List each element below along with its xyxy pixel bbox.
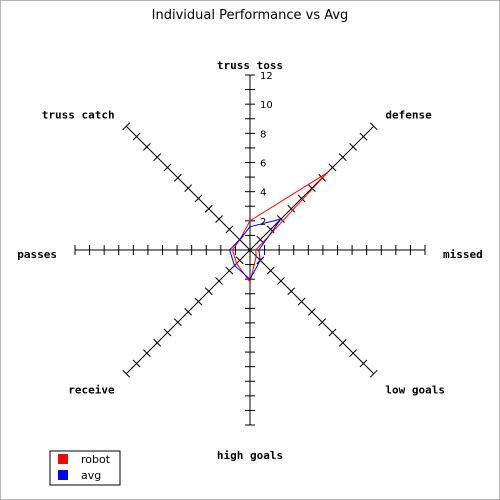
legend: robot avg	[49, 450, 121, 486]
axis-tick-defense-12	[369, 122, 378, 131]
axis-label-truss-catch: truss catch	[42, 109, 115, 122]
axis-label-high-goals: high goals	[217, 449, 283, 462]
axis-label-truss-toss: truss toss	[217, 59, 283, 72]
axis-tick-truss-catch-2	[225, 225, 234, 234]
axis-tick-low-goals-11	[359, 359, 368, 368]
axis-label-missed: missed	[443, 248, 483, 261]
r-tick-label-8: 8	[260, 129, 266, 140]
axis-tick-defense-5	[297, 194, 306, 203]
axis-tick-low-goals-2	[266, 266, 275, 275]
axis-tick-receive-9	[153, 338, 162, 347]
axis-tick-defense-10	[349, 142, 358, 151]
axis-tick-truss-catch-4	[204, 204, 213, 213]
axis-tick-truss-catch-9	[153, 153, 162, 162]
series-layer	[228, 171, 329, 284]
axis-tick-receive-8	[163, 328, 172, 337]
series-point-avg-low-goals	[259, 259, 262, 262]
axis-tick-truss-catch-3	[215, 215, 223, 223]
axis-tick-receive-7	[173, 318, 182, 327]
axis-tick-receive-1	[235, 256, 244, 265]
axis-tick-low-goals-6	[307, 307, 316, 316]
axis-tick-defense-11	[359, 132, 368, 141]
axis-tick-receive-6	[184, 307, 193, 316]
axis-tick-receive-10	[142, 349, 151, 358]
axis-label-defense: defense	[385, 109, 432, 122]
axis-tick-receive-5	[194, 297, 203, 306]
axis-tick-low-goals-10	[349, 349, 358, 358]
axis-tick-low-goals-5	[297, 297, 306, 306]
chart-title: Individual Performance vs Avg	[152, 8, 349, 23]
series-point-avg-missed	[258, 249, 260, 251]
axis-tick-truss-catch-11	[132, 132, 141, 141]
axis-tick-defense-9	[338, 153, 347, 162]
legend-swatch-avg	[58, 470, 68, 480]
axis-label-passes: passes	[17, 248, 57, 261]
series-point-avg-high-goals	[249, 278, 251, 281]
axis-tick-truss-catch-5	[194, 194, 203, 203]
axis-label-low-goals: low goals	[385, 383, 445, 396]
axis-label-receive: receive	[68, 383, 115, 396]
legend-swatch-robot	[58, 454, 68, 464]
r-tick-label-12: 12	[260, 71, 273, 82]
axis-tick-truss-catch-10	[142, 142, 151, 151]
axis-tick-defense-6	[307, 184, 316, 193]
r-tick-label-10: 10	[260, 100, 273, 111]
axis-tick-truss-catch-7	[173, 173, 182, 182]
series-point-robot-passes	[231, 249, 234, 251]
axis-tick-low-goals-3	[277, 277, 285, 285]
series-point-avg-receive	[233, 264, 236, 267]
series-point-avg-defense	[280, 218, 282, 220]
axis-tick-defense-8	[328, 163, 337, 172]
series-point-robot-low-goals	[255, 255, 257, 257]
legend-label-robot: robot	[81, 453, 111, 466]
axis-tick-truss-catch-8	[163, 163, 172, 172]
axis-tick-receive-12	[122, 369, 131, 378]
axis-tick-truss-catch-12	[122, 122, 131, 131]
series-point-robot-truss-toss	[249, 220, 251, 222]
r-tick-label-2: 2	[260, 217, 266, 228]
legend-label-avg: avg	[81, 469, 101, 482]
r-tick-label-6: 6	[260, 159, 266, 170]
axis-tick-receive-4	[204, 287, 213, 296]
axes-layer: truss toss defense missed low goals high goa…	[17, 59, 483, 462]
series-point-robot-high-goals	[249, 281, 251, 283]
series-point-avg-passes	[228, 249, 231, 251]
axis-tick-receive-11	[132, 359, 141, 368]
axis-tick-low-goals-8	[328, 328, 337, 337]
axis-tick-low-goals-12	[369, 369, 378, 378]
axis-tick-receive-2	[225, 266, 234, 275]
axis-tick-low-goals-4	[287, 287, 296, 296]
axis-tick-low-goals-9	[338, 338, 347, 347]
series-line-avg	[229, 218, 283, 280]
series-point-robot-defense	[326, 171, 329, 174]
series-point-robot-missed	[255, 249, 257, 251]
axis-tick-low-goals-7	[318, 318, 327, 327]
axis-tick-receive-3	[215, 277, 223, 285]
axis-tick-defense-4	[287, 204, 296, 213]
series-point-robot-receive	[235, 262, 238, 265]
r-tick-label-4: 4	[260, 188, 266, 199]
axis-tick-truss-catch-6	[184, 184, 193, 193]
series-point-avg-truss-toss	[249, 225, 251, 228]
series-point-avg-truss-catch	[238, 238, 241, 241]
